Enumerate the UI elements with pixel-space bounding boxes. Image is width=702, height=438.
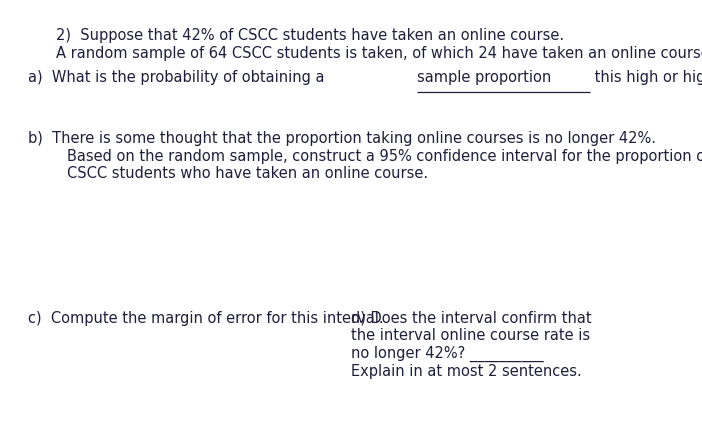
Text: CSCC students who have taken an online course.: CSCC students who have taken an online c… xyxy=(67,166,428,181)
Text: sample proportion: sample proportion xyxy=(416,70,551,85)
Text: Explain in at most 2 sentences.: Explain in at most 2 sentences. xyxy=(351,364,582,378)
Text: d) Does the interval confirm that: d) Does the interval confirm that xyxy=(351,311,592,326)
Text: a)  What is the probability of obtaining a: a) What is the probability of obtaining … xyxy=(28,70,329,85)
Text: 2)  Suppose that 42% of CSCC students have taken an online course.: 2) Suppose that 42% of CSCC students hav… xyxy=(56,28,564,43)
Text: c)  Compute the margin of error for this interval.: c) Compute the margin of error for this … xyxy=(28,311,384,326)
Text: the interval online course rate is: the interval online course rate is xyxy=(351,328,590,343)
Text: Based on the random sample, construct a 95% confidence interval for the proporti: Based on the random sample, construct a … xyxy=(67,149,702,164)
Text: b)  There is some thought that the proportion taking online courses is no longer: b) There is some thought that the propor… xyxy=(28,131,656,146)
Text: no longer 42%? __________: no longer 42%? __________ xyxy=(351,346,543,362)
Text: this high or higher?: this high or higher? xyxy=(590,70,702,85)
Text: A random sample of 64 CSCC students is taken, of which 24 have taken an online c: A random sample of 64 CSCC students is t… xyxy=(56,46,702,61)
